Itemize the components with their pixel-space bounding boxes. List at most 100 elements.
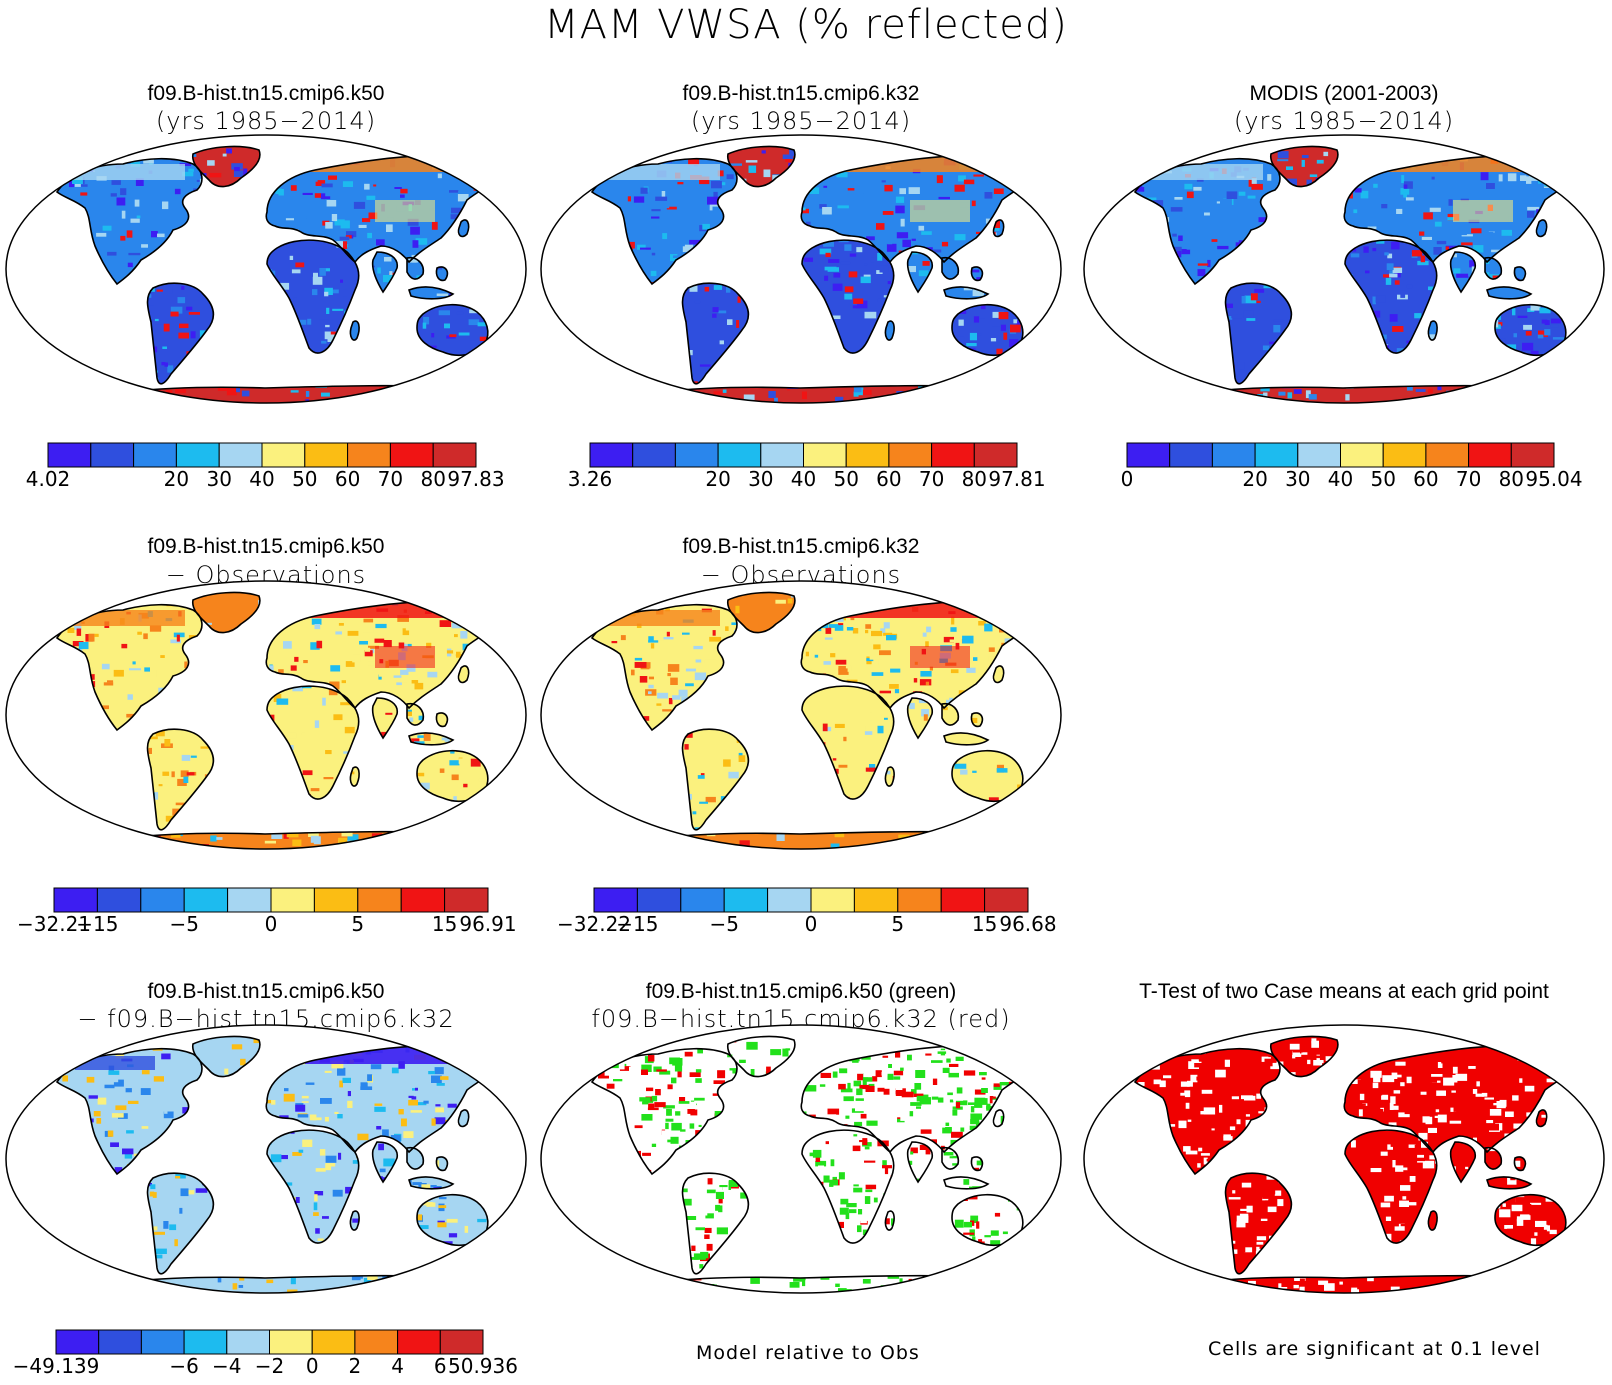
- land-southAmerica: [682, 283, 749, 384]
- world-map: [5, 134, 527, 404]
- colorbar-swatch: [853, 887, 899, 913]
- model-relative-note: Model relative to Obs: [696, 1342, 920, 1364]
- colorbar-swatch: [55, 1329, 100, 1355]
- colorbar-min-label: 0: [1121, 467, 1134, 491]
- map-frame: [5, 134, 527, 404]
- colorbar-swatch: [1340, 442, 1384, 468]
- land-africa: [267, 240, 359, 354]
- land-newZealand: [1577, 346, 1585, 360]
- colorbar-swatch: [1297, 442, 1342, 468]
- colorbar-swatch: [183, 887, 229, 913]
- colorbar-swatch: [133, 442, 177, 468]
- land-northAmerica: [1135, 158, 1280, 284]
- colorbar-tick-label: 15: [432, 912, 457, 936]
- colorbar-swatch: [439, 1329, 484, 1355]
- colorbar-swatch: [354, 1329, 399, 1355]
- map-frame: [1083, 134, 1605, 404]
- colorbar-tick-label: 80: [420, 467, 445, 491]
- colorbar: 4.02 97.83 20 30 40 50 60 70 80: [26, 442, 505, 491]
- colorbar-swatch: [810, 887, 855, 913]
- colorbar-tick-label: 0: [265, 912, 278, 936]
- colorbar-tick-label: −6: [169, 1354, 198, 1378]
- colorbar-swatch: [717, 442, 762, 468]
- colorbar-tick-label: 80: [1499, 467, 1524, 491]
- colorbar-swatch: [90, 442, 135, 468]
- land-newZealand: [499, 1236, 507, 1250]
- colorbar-max-label: 97.83: [447, 467, 504, 491]
- colorbar-swatch: [1169, 442, 1213, 468]
- colorbar-tick-label: 5: [891, 912, 904, 936]
- colorbar-swatch: [1126, 442, 1171, 468]
- land-northAmerica: [57, 158, 202, 284]
- colorbar-min-label: −49.139: [13, 1354, 100, 1378]
- panel-subtitle: (yrs 1985−2014): [155, 107, 377, 135]
- colorbar-tick-label: 15: [972, 912, 997, 936]
- colorbar-swatch: [803, 442, 847, 468]
- colorbar-max-label: 96.91: [459, 912, 516, 936]
- colorbar-tick-label: 20: [1242, 467, 1267, 491]
- colorbar-max-label: 97.81: [988, 467, 1045, 491]
- land-madagascar: [885, 321, 895, 341]
- colorbar-tick-label: 2: [349, 1354, 362, 1378]
- land-seAsia: [407, 1147, 453, 1189]
- land-india: [1450, 252, 1476, 292]
- colorbar: 3.26 97.81 20 30 40 50 60 70 80: [568, 442, 1046, 491]
- colorbar-max-label: 95.04: [1525, 467, 1582, 491]
- colorbar-swatch: [632, 442, 676, 468]
- colorbar: −49.139 50.936 −6 −4 −2 0 2 4 6: [13, 1329, 518, 1378]
- world-map: [540, 134, 1062, 404]
- colorbar-swatch: [347, 442, 391, 468]
- significance-note: Cells are significant at 0.1 level: [1208, 1338, 1541, 1360]
- colorbar-tick-label: 40: [791, 467, 816, 491]
- coastlines: [55, 1035, 508, 1293]
- panel-subtitle: (yrs 1985−2014): [690, 107, 912, 135]
- colorbar-swatch: [98, 1329, 142, 1355]
- colorbar-tick-label: 20: [705, 467, 730, 491]
- colorbar-tick-label: 5: [351, 912, 364, 936]
- colorbar-swatch: [845, 442, 890, 468]
- world-map: [5, 1024, 527, 1294]
- map-frame: [540, 580, 1062, 850]
- panel-title: f09.B-hist.tn15.cmip6.k32: [682, 535, 920, 558]
- colorbar-swatch: [270, 887, 315, 913]
- colorbar-swatch: [680, 887, 725, 913]
- colorbar-tick-label: 4: [391, 1354, 404, 1378]
- colorbar-max-label: 96.68: [999, 912, 1056, 936]
- colorbar-tick-label: 70: [919, 467, 944, 491]
- colorbar-tick-label: 30: [1285, 467, 1310, 491]
- colorbar-tick-label: −4: [212, 1354, 241, 1378]
- colorbar-swatch: [227, 887, 272, 913]
- colorbar-tick-label: 6: [434, 1354, 447, 1378]
- colorbar-tick-label: 50: [1370, 467, 1395, 491]
- colorbar-swatch: [1211, 442, 1256, 468]
- colorbar-tick-label: −15: [76, 912, 118, 936]
- colorbar-tick-label: 0: [306, 1354, 319, 1378]
- colorbar-swatch: [53, 887, 98, 913]
- map-frame: [540, 134, 1062, 404]
- colorbar-swatch: [226, 1329, 271, 1355]
- world-map: [540, 580, 1062, 850]
- map-frame: [5, 580, 527, 850]
- colorbar-tick-label: −15: [616, 912, 658, 936]
- panel-title: f09.B-hist.tn15.cmip6.k32: [682, 82, 920, 105]
- map-frame: [1083, 1024, 1605, 1294]
- panel-title: T-Test of two Case means at each grid po…: [1139, 980, 1549, 1003]
- colorbar-tick-label: 50: [833, 467, 858, 491]
- colorbar-swatch: [183, 1329, 228, 1355]
- colorbar-swatch: [1425, 442, 1470, 468]
- land-newZealand: [1577, 1236, 1585, 1250]
- land-india: [372, 698, 398, 738]
- colorbar-tick-label: 30: [206, 467, 231, 491]
- colorbar-swatch: [593, 887, 638, 913]
- land-australia: [952, 750, 1023, 802]
- colorbar-min-label: −32.21: [17, 912, 91, 936]
- colorbar-tick-label: 40: [1328, 467, 1353, 491]
- colorbar-tick-label: 60: [335, 467, 360, 491]
- colorbar-tick-label: −2: [255, 1354, 284, 1378]
- land-southAmerica: [1225, 283, 1292, 384]
- land-africa: [802, 1130, 894, 1244]
- land-newZealand: [1034, 1236, 1042, 1250]
- land-australia: [417, 304, 488, 356]
- colorbar-swatch: [444, 887, 489, 913]
- colorbar-tick-label: 0: [805, 912, 818, 936]
